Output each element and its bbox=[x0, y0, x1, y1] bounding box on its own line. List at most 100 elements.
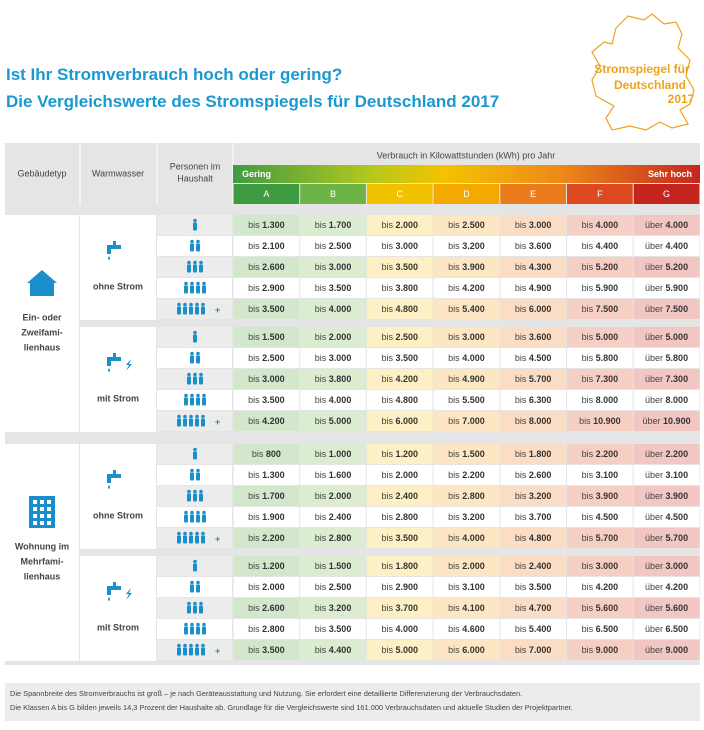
person-icon bbox=[187, 489, 191, 494]
value-number: 4.500 bbox=[596, 512, 619, 522]
tap-icon bbox=[108, 256, 110, 260]
value-cell bbox=[233, 236, 300, 256]
value-prefix: bis bbox=[315, 645, 327, 655]
value-prefix: bis bbox=[515, 262, 527, 272]
value-cell bbox=[300, 528, 366, 548]
person-icon bbox=[199, 260, 203, 265]
value-text: bis 1.800 bbox=[381, 561, 418, 571]
value-text: über 5.700 bbox=[645, 533, 688, 543]
value-text: bis 1.800 bbox=[515, 449, 552, 459]
person-icon bbox=[190, 622, 194, 627]
value-cell bbox=[567, 257, 633, 277]
building-label: Mehrfami- bbox=[20, 556, 63, 566]
person-icon bbox=[190, 472, 194, 481]
value-cell bbox=[300, 465, 366, 485]
class-header bbox=[300, 184, 366, 204]
value-text: über 7.300 bbox=[645, 374, 688, 384]
person-icon bbox=[196, 243, 200, 252]
value-prefix: bis bbox=[381, 241, 393, 251]
value-prefix: bis bbox=[381, 470, 393, 480]
value-prefix: bis bbox=[248, 374, 260, 384]
value-text: bis 3.700 bbox=[515, 512, 552, 522]
value-prefix: bis bbox=[448, 582, 460, 592]
value-number: 3.500 bbox=[262, 645, 285, 655]
value-text: über 8.000 bbox=[645, 395, 688, 405]
value-number: 7.300 bbox=[666, 374, 689, 384]
value-text: über 3.100 bbox=[645, 470, 688, 480]
value-cell bbox=[300, 369, 366, 389]
value-prefix: bis bbox=[248, 353, 260, 363]
value-number: 4.600 bbox=[462, 624, 485, 634]
scale-bar bbox=[233, 165, 700, 183]
tap-icon bbox=[108, 485, 110, 489]
tap-icon bbox=[113, 241, 116, 245]
value-text: bis 3.600 bbox=[515, 332, 552, 342]
value-text: bis 5.800 bbox=[582, 353, 619, 363]
value-cell bbox=[233, 598, 300, 618]
tap-icon bbox=[108, 597, 110, 601]
persons-cell bbox=[157, 299, 232, 319]
persons-cell bbox=[157, 619, 232, 639]
value-number: 2.600 bbox=[262, 603, 285, 613]
value-text: bis 4.100 bbox=[448, 603, 485, 613]
value-text: bis 2.200 bbox=[248, 533, 285, 543]
value-text: bis 5.700 bbox=[582, 533, 619, 543]
person-icon bbox=[190, 393, 194, 398]
value-prefix: über bbox=[645, 533, 663, 543]
value-number: 3.600 bbox=[529, 241, 552, 251]
value-prefix: bis bbox=[448, 262, 460, 272]
value-cell bbox=[567, 556, 633, 576]
person-icon bbox=[183, 306, 187, 315]
value-cell bbox=[300, 598, 366, 618]
person-icon bbox=[202, 397, 206, 406]
value-cell bbox=[300, 486, 366, 506]
value-number: 6.000 bbox=[462, 645, 485, 655]
value-prefix: bis bbox=[515, 283, 527, 293]
class-header bbox=[567, 184, 633, 204]
value-prefix: bis bbox=[381, 645, 393, 655]
person-icon bbox=[187, 264, 191, 273]
person-icon bbox=[199, 605, 203, 614]
class-header bbox=[433, 184, 500, 204]
person-icon bbox=[190, 514, 194, 523]
value-prefix: bis bbox=[515, 624, 527, 634]
value-prefix: bis bbox=[315, 561, 327, 571]
value-text: bis 1.500 bbox=[448, 449, 485, 459]
value-number: 8.000 bbox=[666, 395, 689, 405]
value-prefix: über bbox=[645, 624, 663, 634]
value-prefix: bis bbox=[582, 353, 594, 363]
value-text: bis 3.500 bbox=[381, 262, 418, 272]
person-icon bbox=[184, 285, 188, 294]
value-number: 3.800 bbox=[329, 374, 352, 384]
value-prefix: bis bbox=[582, 603, 594, 613]
person-icon bbox=[183, 647, 187, 656]
value-number: 2.500 bbox=[329, 582, 352, 592]
value-number: 6.000 bbox=[396, 416, 419, 426]
person-icon bbox=[201, 414, 205, 419]
person-icon bbox=[196, 472, 200, 481]
value-number: 2.400 bbox=[396, 491, 419, 501]
value-text: bis 4.600 bbox=[448, 624, 485, 634]
value-text: bis 4.200 bbox=[248, 416, 285, 426]
value-number: 3.200 bbox=[462, 512, 485, 522]
value-prefix: bis bbox=[448, 470, 460, 480]
value-text: über 6.500 bbox=[645, 624, 688, 634]
value-text: bis 4.500 bbox=[582, 512, 619, 522]
value-prefix: über bbox=[645, 241, 663, 251]
value-cell bbox=[300, 236, 366, 256]
more-marker: + bbox=[215, 646, 220, 656]
value-text: bis 800 bbox=[252, 449, 281, 459]
value-prefix: über bbox=[643, 416, 661, 426]
value-cell bbox=[500, 390, 566, 410]
value-cell bbox=[433, 619, 500, 639]
warmwater-label: ohne Strom bbox=[93, 510, 143, 520]
persons-cell bbox=[157, 577, 232, 597]
person-icon bbox=[190, 239, 194, 244]
person-icon bbox=[201, 643, 205, 648]
value-number: 2.200 bbox=[666, 449, 689, 459]
value-text: bis 3.800 bbox=[315, 374, 352, 384]
value-cell bbox=[233, 528, 300, 548]
value-prefix: bis bbox=[381, 533, 393, 543]
value-prefix: bis bbox=[582, 624, 594, 634]
value-number: 3.000 bbox=[462, 332, 485, 342]
